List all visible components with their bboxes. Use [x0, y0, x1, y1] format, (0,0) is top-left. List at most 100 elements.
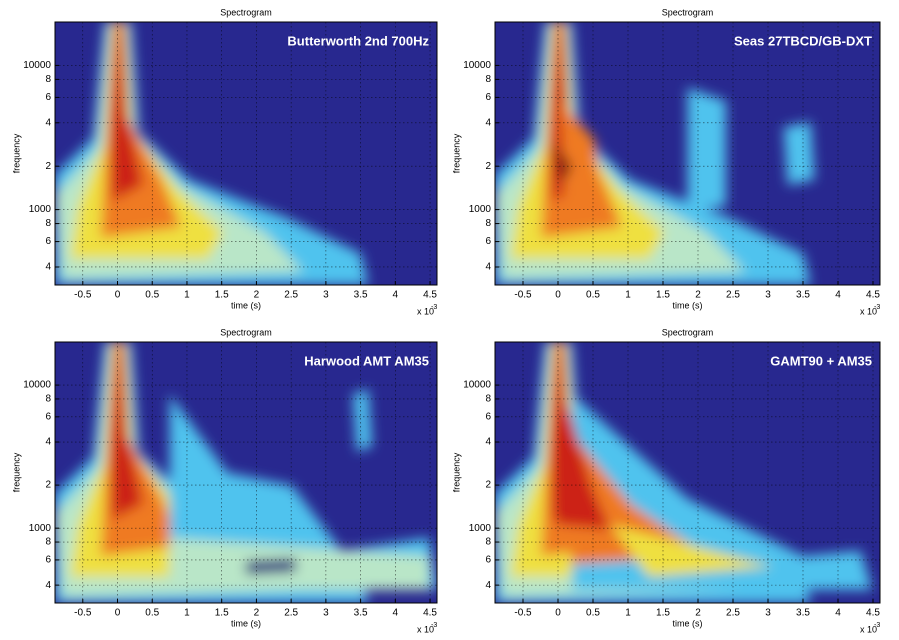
y-tick-label: 1000: [29, 204, 52, 215]
y-tick-label: 4: [485, 437, 491, 448]
plot-frame: [494, 341, 881, 604]
heat-field: [55, 342, 437, 603]
x-tick-label: 0.5: [586, 290, 600, 301]
y-tick-label: 10000: [463, 380, 491, 391]
y-tick-label: 8: [45, 394, 51, 405]
heatmap: [495, 342, 880, 603]
x-tick-label: 1: [625, 290, 631, 301]
x-tick-label: 1: [184, 608, 190, 619]
x-tick-label: -0.5: [514, 608, 532, 619]
heat-region: [246, 558, 296, 575]
y-tick-label: 8: [485, 394, 491, 405]
y-tick-label: 2: [485, 161, 491, 172]
y-axis-label: frequency: [451, 133, 461, 173]
chart-title: Spectrogram: [220, 327, 272, 337]
y-tick-label: 6: [485, 92, 491, 103]
x-tick-label: 0.5: [586, 608, 600, 619]
x-tick-label: 2: [254, 608, 260, 619]
y-tick-label: 6: [45, 92, 51, 103]
y-tick-label: 4: [485, 117, 491, 128]
x-axis-label: time (s): [673, 300, 703, 310]
y-tick-label: 4: [485, 262, 491, 273]
y-tick-label: 10000: [23, 380, 51, 391]
y-tick-label: 10000: [463, 60, 491, 71]
annotation: Harwood AMT AM35: [304, 353, 429, 368]
heat-region: [560, 100, 603, 212]
heatmap: [55, 342, 437, 603]
x-tick-label: 1.5: [656, 290, 670, 301]
heat-region: [352, 388, 373, 452]
x-tick-label: 3: [765, 608, 771, 619]
x-tick-label: 4.5: [423, 608, 437, 619]
y-tick-label: 6: [45, 411, 51, 422]
x-offset-base: x 10: [417, 624, 434, 634]
heat-region: [687, 87, 726, 212]
x-tick-label: 4: [835, 608, 841, 619]
y-tick-label: 6: [485, 236, 491, 247]
annotation: Seas 27TBCD/GB-DXT: [734, 33, 872, 48]
x-tick-label: 4: [835, 290, 841, 301]
y-tick-label: 10000: [23, 60, 51, 71]
heat-field: [495, 342, 873, 603]
y-tick-label: 8: [45, 218, 51, 229]
y-tick-label: 6: [485, 411, 491, 422]
x-tick-label: -0.5: [514, 290, 532, 301]
y-tick-label: 6: [45, 236, 51, 247]
x-offset-base: x 10: [860, 306, 877, 316]
x-tick-label: 0.5: [145, 290, 159, 301]
x-tick-label: 4.5: [866, 290, 880, 301]
x-offset-base: x 10: [860, 624, 877, 634]
x-tick-label: 1: [625, 608, 631, 619]
heat-field: [495, 22, 815, 285]
x-axis-label: time (s): [673, 618, 703, 628]
y-tick-label: 2: [45, 161, 51, 172]
y-tick-label: 8: [485, 537, 491, 548]
x-offset-exponent: -3: [431, 304, 437, 311]
plot-frame: [54, 341, 438, 604]
x-offset-exponent: -3: [874, 304, 880, 311]
chart-title: Spectrogram: [220, 7, 272, 17]
x-axis-label: time (s): [231, 300, 261, 310]
annotation: Butterworth 2nd 700Hz: [287, 33, 429, 48]
x-tick-label: 2.5: [726, 290, 740, 301]
y-axis-label: frequency: [11, 452, 21, 492]
y-tick-label: 8: [45, 74, 51, 85]
heat-region: [556, 368, 611, 530]
x-tick-label: 4: [393, 290, 399, 301]
y-tick-label: 4: [45, 117, 51, 128]
y-tick-label: 6: [485, 555, 491, 566]
x-tick-label: 4.5: [423, 290, 437, 301]
x-tick-label: 0: [115, 608, 121, 619]
x-offset-exponent: -3: [874, 622, 880, 629]
x-tick-label: 2.5: [726, 608, 740, 619]
y-tick-label: 1000: [469, 523, 492, 534]
x-tick-label: 4.5: [866, 608, 880, 619]
y-tick-label: 4: [485, 580, 491, 591]
y-tick-label: 8: [485, 218, 491, 229]
heatmap: [55, 22, 437, 285]
x-tick-label: 1.5: [215, 290, 229, 301]
plot-frame: [54, 21, 438, 286]
heat-region: [169, 394, 437, 590]
x-tick-label: 3.5: [796, 290, 810, 301]
x-tick-label: 3.5: [796, 608, 810, 619]
heat-region: [783, 121, 815, 186]
y-tick-label: 4: [45, 437, 51, 448]
chart-title: Spectrogram: [662, 327, 714, 337]
x-tick-label: 0: [555, 290, 561, 301]
heat-region: [110, 27, 143, 201]
x-tick-label: 1.5: [656, 608, 670, 619]
x-offset-exponent: -3: [431, 622, 437, 629]
x-tick-label: 0: [115, 290, 121, 301]
y-tick-label: 4: [45, 262, 51, 273]
y-tick-label: 6: [45, 555, 51, 566]
annotation: GAMT90 + AM35: [770, 353, 872, 368]
x-tick-label: 4: [393, 608, 399, 619]
heatmap: [495, 22, 880, 285]
x-tick-label: 2: [254, 290, 260, 301]
x-tick-label: 3.5: [354, 608, 368, 619]
y-tick-label: 8: [485, 74, 491, 85]
heat-region: [552, 140, 572, 186]
x-axis-label: time (s): [231, 618, 261, 628]
x-tick-label: 3: [765, 290, 771, 301]
